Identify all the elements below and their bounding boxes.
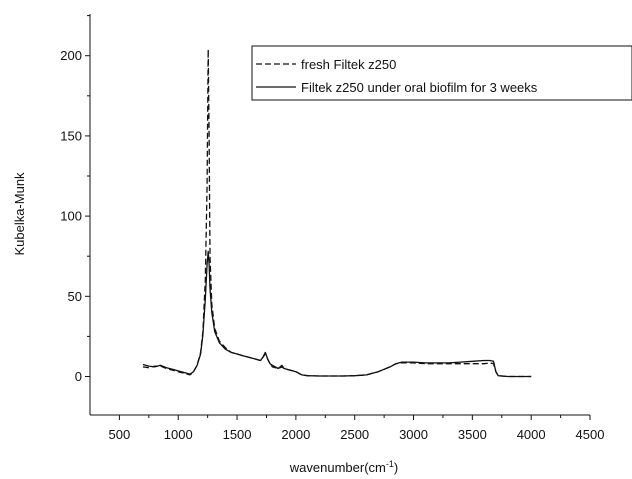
- y-tick-label: 150: [60, 128, 82, 143]
- series-layer: [142, 48, 532, 378]
- series-biofilm-line: [142, 250, 532, 378]
- x-tick-label: 4500: [576, 427, 605, 442]
- x-tick-label: 4000: [517, 427, 546, 442]
- legend-label-biofilm: Filtek z250 under oral biofilm for 3 wee…: [301, 80, 538, 95]
- y-tick-label: 0: [75, 369, 82, 384]
- x-axis-title-close: ): [394, 460, 398, 475]
- x-tick-label: 3000: [399, 427, 428, 442]
- x-tick-label: 500: [109, 427, 131, 442]
- x-axis-title-main: wavenumber(cm: [289, 460, 386, 475]
- x-axis-title-sup: -1: [386, 459, 394, 469]
- x-axis-title: wavenumber(cm-1): [289, 459, 398, 475]
- y-tick-label: 50: [68, 289, 82, 304]
- x-tick-label: 1500: [223, 427, 252, 442]
- legend: fresh Filtek z250 Filtek z250 under oral…: [251, 45, 632, 101]
- plot-frame: [89, 14, 590, 416]
- x-tick-label: 2000: [281, 427, 310, 442]
- legend-label-fresh: fresh Filtek z250: [301, 57, 396, 72]
- x-tick-label: 3500: [458, 427, 487, 442]
- legend-box: [251, 45, 632, 101]
- y-tick-label: 200: [60, 48, 82, 63]
- y-axis-title: Kubelka-Munk: [12, 172, 27, 256]
- x-tick-label: 2500: [340, 427, 369, 442]
- y-tick-label: 100: [60, 209, 82, 224]
- y-ticks: 0 50 100 150 200: [60, 15, 90, 384]
- x-ticks: 500 1000 1500 2000 2500 3000 3500 4000 4500: [109, 415, 605, 442]
- x-tick-label: 1000: [164, 427, 193, 442]
